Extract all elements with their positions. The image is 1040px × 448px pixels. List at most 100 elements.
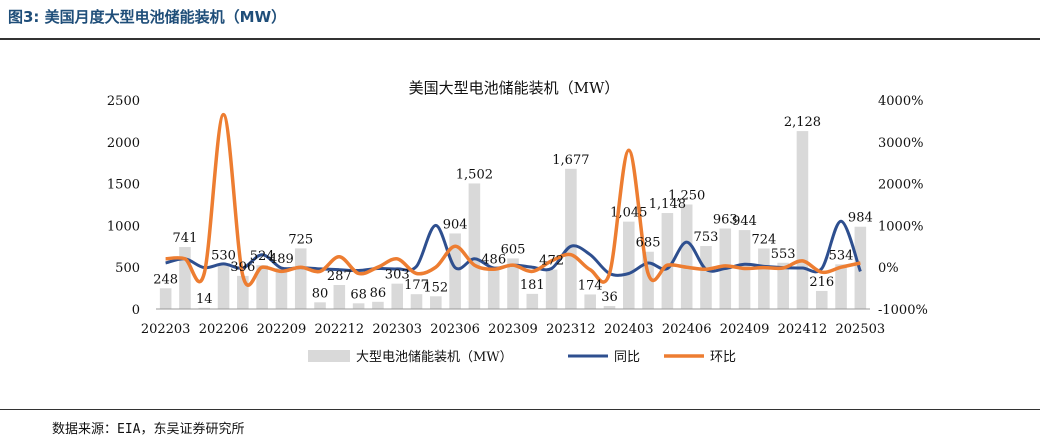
data-label-202503: 984 xyxy=(848,211,873,226)
bar-202305 xyxy=(430,296,442,309)
bar-202207 xyxy=(237,275,249,309)
data-label-202309: 605 xyxy=(501,242,526,257)
data-label-202411: 553 xyxy=(771,247,796,262)
y-right-tick: 2000% xyxy=(878,178,923,193)
bar-202211 xyxy=(314,302,326,309)
chart-title: 美国大型电池储能装机（MW） xyxy=(409,79,620,97)
bar-202208 xyxy=(256,265,268,309)
bar-202412 xyxy=(796,131,809,309)
bar-202312 xyxy=(565,168,577,309)
x-tick-202306: 202306 xyxy=(430,322,480,337)
data-label-202406: 1,250 xyxy=(668,189,705,204)
y-right-tick: 4000% xyxy=(878,94,923,109)
y-left-tick: 0 xyxy=(132,303,140,318)
bottom-rule xyxy=(0,409,1040,410)
x-tick-202209: 202209 xyxy=(257,322,307,337)
bar-202205 xyxy=(198,307,211,309)
bar-202502 xyxy=(835,264,847,309)
data-label-202303: 303 xyxy=(385,268,410,283)
legend-swatch-bar xyxy=(308,350,350,362)
bar-202307 xyxy=(468,183,481,309)
y-right-tick: 1000% xyxy=(878,219,923,234)
line-mom xyxy=(165,112,861,287)
data-label-202210: 725 xyxy=(288,232,313,247)
bar-202309 xyxy=(507,258,519,309)
legend-label-yoy: 同比 xyxy=(614,350,640,365)
bar-202410 xyxy=(758,248,770,309)
bar-202304 xyxy=(410,294,423,309)
x-tick-202412: 202412 xyxy=(778,322,828,337)
data-label-202502: 534 xyxy=(829,248,854,263)
x-tick-202312: 202312 xyxy=(546,322,596,337)
x-tick-202206: 202206 xyxy=(199,322,249,337)
data-label-202310: 181 xyxy=(520,278,545,293)
bar-202204 xyxy=(179,247,191,309)
data-label-202311: 472 xyxy=(539,254,564,269)
y-left-tick: 2500 xyxy=(107,94,140,109)
y-right-tick: 3000% xyxy=(878,136,923,151)
data-label-202308: 486 xyxy=(481,252,506,267)
x-tick-202409: 202409 xyxy=(720,322,770,337)
bar-202203 xyxy=(159,288,172,309)
data-label-202205: 14 xyxy=(196,292,213,307)
data-label-202410: 724 xyxy=(751,232,776,247)
data-label-202403: 1,045 xyxy=(610,206,647,221)
bar-202209 xyxy=(275,268,288,309)
data-label-202408: 963 xyxy=(713,212,738,227)
y-left-tick: 2000 xyxy=(107,136,140,151)
data-label-202407: 753 xyxy=(694,230,719,245)
x-tick-202403: 202403 xyxy=(604,322,654,337)
bar-202302 xyxy=(372,301,384,309)
source-note: 数据来源：EIA，东吴证券研究所 xyxy=(52,422,245,437)
legend-label-mom: 环比 xyxy=(710,350,736,365)
bar-202212 xyxy=(333,285,346,309)
x-tick-202309: 202309 xyxy=(488,322,538,337)
data-label-202402: 36 xyxy=(601,290,618,305)
data-label-202304: 177 xyxy=(404,278,429,293)
bar-202404 xyxy=(642,251,654,309)
data-label-202307: 1,502 xyxy=(456,167,493,182)
y-left-tick: 500 xyxy=(115,261,140,276)
bar-202310 xyxy=(526,293,539,309)
bar-202311 xyxy=(545,269,558,309)
data-label-202501: 216 xyxy=(809,275,834,290)
bar-202402 xyxy=(603,305,616,309)
figure-title: 图3: 美国月度大型电池储能装机（MW） xyxy=(8,8,287,26)
x-tick-202503: 202503 xyxy=(836,322,886,337)
y-right-tick: 0% xyxy=(878,261,899,276)
bar-202403 xyxy=(622,221,635,309)
data-label-202208: 524 xyxy=(250,249,275,264)
bar-202405 xyxy=(661,213,674,309)
data-label-202209: 489 xyxy=(269,252,294,267)
y-left-tick: 1500 xyxy=(107,178,140,193)
bar-202401 xyxy=(584,294,596,309)
top-rule xyxy=(0,38,1040,40)
bar-202303 xyxy=(391,283,404,309)
bar-202411 xyxy=(777,262,789,309)
data-label-202204: 741 xyxy=(173,231,198,246)
data-label-202409: 944 xyxy=(732,214,757,229)
y-left-tick: 1000 xyxy=(107,219,140,234)
data-label-202412: 2,128 xyxy=(784,115,821,130)
x-tick-202212: 202212 xyxy=(315,322,365,337)
bar-202206 xyxy=(217,264,230,309)
x-tick-202303: 202303 xyxy=(372,322,422,337)
data-label-202404: 685 xyxy=(636,236,661,251)
data-label-202306: 904 xyxy=(443,217,468,232)
legend-label-bar: 大型电池储能装机（MW） xyxy=(356,350,513,365)
data-label-202211: 80 xyxy=(312,286,329,301)
data-label-202401: 174 xyxy=(578,278,603,293)
data-label-202203: 248 xyxy=(153,272,178,287)
data-label-202302: 86 xyxy=(370,286,387,301)
bar-202308 xyxy=(487,268,500,309)
bar-202210 xyxy=(294,248,307,309)
data-label-202405: 1,148 xyxy=(649,197,686,212)
bar-202306 xyxy=(449,233,461,309)
x-tick-202406: 202406 xyxy=(662,322,712,337)
data-label-202207: 396 xyxy=(230,260,255,275)
data-label-202206: 530 xyxy=(211,249,236,264)
bar-202407 xyxy=(700,246,712,309)
x-tick-202203: 202203 xyxy=(141,322,191,337)
data-label-202301: 68 xyxy=(350,287,367,302)
